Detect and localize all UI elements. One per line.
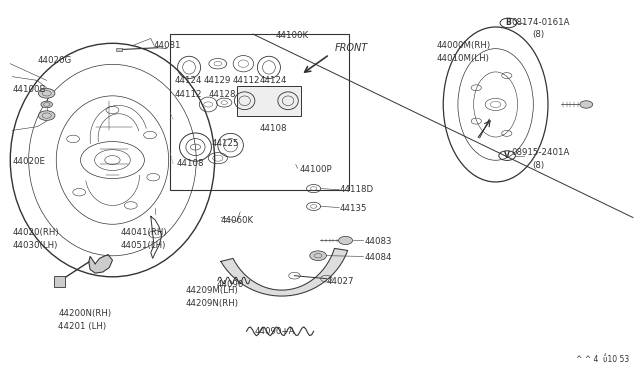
Text: 44112: 44112	[175, 90, 202, 99]
Text: (8): (8)	[532, 161, 545, 170]
Text: 44081: 44081	[154, 41, 182, 50]
Text: 44010M(LH): 44010M(LH)	[436, 54, 489, 63]
Text: 44041(RH): 44041(RH)	[121, 228, 168, 237]
Text: 44135: 44135	[339, 204, 367, 213]
Bar	[54, 276, 65, 287]
Text: V: V	[504, 151, 510, 160]
Text: 44020E: 44020E	[12, 157, 45, 166]
Text: 44100B: 44100B	[12, 85, 45, 94]
Text: 08915-2401A: 08915-2401A	[511, 148, 570, 157]
Text: 44118D: 44118D	[339, 185, 373, 194]
Polygon shape	[89, 254, 113, 273]
Circle shape	[339, 236, 353, 244]
Text: 44051(LH): 44051(LH)	[121, 241, 166, 250]
Bar	[116, 48, 122, 51]
Text: 44128: 44128	[208, 90, 236, 99]
Text: 44125: 44125	[211, 139, 239, 148]
Text: 44060K: 44060K	[221, 216, 254, 225]
Text: 44084: 44084	[365, 253, 392, 262]
Bar	[237, 86, 301, 116]
Text: B: B	[506, 19, 511, 28]
Text: 44209N(RH): 44209N(RH)	[186, 299, 239, 308]
Text: 44124: 44124	[174, 76, 202, 85]
Text: 44027: 44027	[326, 277, 354, 286]
Text: FRONT: FRONT	[335, 42, 368, 52]
Text: 08174-0161A: 08174-0161A	[511, 18, 570, 27]
Text: 44209M(LH): 44209M(LH)	[186, 286, 239, 295]
Text: 44129: 44129	[204, 76, 231, 85]
Text: 44090: 44090	[216, 280, 244, 289]
Circle shape	[310, 251, 326, 260]
Text: 44090+A: 44090+A	[255, 327, 296, 336]
Text: (8): (8)	[532, 30, 545, 39]
Circle shape	[38, 89, 55, 98]
Circle shape	[41, 101, 52, 108]
Text: 44200N(RH): 44200N(RH)	[58, 310, 111, 318]
Text: 44020(RH): 44020(RH)	[12, 228, 59, 237]
Text: 44201 (LH): 44201 (LH)	[58, 322, 106, 331]
Text: 44083: 44083	[365, 237, 392, 246]
Text: 44000M(RH): 44000M(RH)	[436, 41, 490, 51]
Bar	[170, 34, 349, 190]
Text: 44112: 44112	[232, 76, 260, 85]
Text: 44100P: 44100P	[300, 165, 332, 174]
Polygon shape	[221, 248, 348, 296]
Text: 44030(LH): 44030(LH)	[12, 241, 58, 250]
Text: 44020G: 44020G	[38, 56, 72, 65]
Text: 44108: 44108	[259, 124, 287, 133]
Circle shape	[580, 101, 593, 108]
Text: 44108: 44108	[176, 159, 204, 168]
Text: 44124: 44124	[259, 76, 287, 85]
Circle shape	[38, 111, 55, 121]
Text: 44100K: 44100K	[275, 31, 308, 41]
Text: ^ ^ 4  ΰ10 53: ^ ^ 4 ΰ10 53	[577, 355, 630, 364]
